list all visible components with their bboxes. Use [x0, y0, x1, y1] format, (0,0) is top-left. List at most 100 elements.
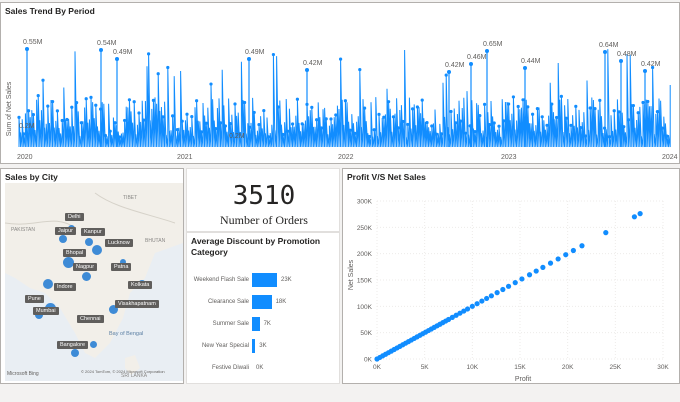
- trend-line: [18, 49, 671, 148]
- city-bubble-indore[interactable]: [43, 279, 53, 289]
- scatter-point[interactable]: [494, 290, 500, 296]
- scatter-point[interactable]: [474, 301, 480, 307]
- scatter-point[interactable]: [453, 312, 459, 318]
- discount-bar[interactable]: [252, 317, 260, 331]
- scatter-point[interactable]: [533, 268, 539, 274]
- sales-trend-panel[interactable]: Sales Trend By Period Sum of Net Sales 0…: [0, 2, 680, 164]
- city-label-lucknow: Lucknow: [105, 239, 133, 247]
- discount-value-label: 18K: [275, 299, 287, 305]
- city-bubble-kanpur[interactable]: [85, 238, 93, 246]
- scatter-point[interactable]: [540, 264, 546, 270]
- scatter-point[interactable]: [500, 286, 506, 293]
- trend-point: [473, 130, 477, 134]
- trend-point: [243, 100, 247, 105]
- scatter-point[interactable]: [457, 310, 463, 316]
- trend-point: [502, 119, 506, 123]
- trend-point: [319, 126, 323, 130]
- scatter-point[interactable]: [579, 243, 585, 249]
- trend-point: [156, 72, 160, 76]
- scatter-point[interactable]: [479, 298, 485, 304]
- city-bubble-chennai[interactable]: [90, 341, 97, 348]
- scatter-point[interactable]: [449, 314, 455, 320]
- scatter-point[interactable]: [526, 272, 533, 278]
- scatter-point[interactable]: [555, 256, 561, 262]
- scatter-point[interactable]: [519, 276, 525, 282]
- city-label-visakhapatnam: Visakhapatnam: [115, 300, 159, 308]
- scatter-point[interactable]: [631, 214, 637, 220]
- city-label-mumbai: Mumbai: [33, 307, 59, 315]
- scatter-point[interactable]: [563, 252, 569, 258]
- peak-label: 0.49M: [113, 49, 133, 56]
- sales-by-city-panel[interactable]: Sales by City TIBET PAKISTAN NEPAL BHUTA…: [0, 168, 184, 384]
- trend-point: [415, 105, 419, 109]
- year-label: 2024: [662, 154, 678, 161]
- trend-point: [219, 121, 223, 125]
- trend-peak-point: [25, 47, 29, 51]
- scatter-point[interactable]: [603, 230, 609, 236]
- scatter-point[interactable]: [464, 306, 471, 312]
- y-tick-label: 100K: [357, 304, 373, 311]
- peak-label: 0.42M: [303, 60, 323, 67]
- trend-point: [641, 100, 645, 105]
- trend-point: [487, 122, 491, 127]
- trend-point: [151, 98, 155, 103]
- year-label: 2020: [17, 154, 33, 161]
- profit-vs-sales-panel[interactable]: Profit V/S Net Sales Net Sales Profit 0K…: [342, 168, 680, 384]
- trend-point: [435, 132, 439, 136]
- scatter-point[interactable]: [488, 293, 494, 299]
- trend-point: [612, 109, 616, 113]
- discount-bar[interactable]: [252, 339, 256, 353]
- city-bubble-jaipur[interactable]: [59, 235, 67, 243]
- sales-trend-chart[interactable]: Sum of Net Sales 0.55M 0.54M 0.49M 0.49M…: [1, 17, 679, 163]
- map-canvas[interactable]: TIBET PAKISTAN NEPAL BHUTAN SRI LANKA Ba…: [5, 183, 183, 381]
- discount-panel[interactable]: Average Discount by Promotion Category W…: [186, 232, 340, 384]
- scatter-x-axis-label: Profit: [515, 376, 531, 383]
- city-bubble-visakhapatnam[interactable]: [109, 305, 118, 314]
- city-label-indore: Indore: [54, 283, 76, 291]
- city-bubble-nagpur[interactable]: [82, 272, 91, 281]
- scatter-point[interactable]: [484, 295, 490, 302]
- trend-peak-point: [247, 57, 251, 61]
- scatter-point[interactable]: [461, 308, 467, 314]
- trend-point: [411, 107, 415, 111]
- trend-point: [391, 115, 395, 119]
- trend-point: [276, 105, 280, 109]
- scatter-point[interactable]: [512, 280, 518, 286]
- trend-point: [545, 123, 549, 127]
- discount-category-label: Clearance Sale: [207, 299, 249, 305]
- discount-bar[interactable]: [252, 273, 277, 287]
- trend-point: [123, 118, 127, 123]
- scatter-point[interactable]: [469, 303, 475, 309]
- city-bubble-bangalore[interactable]: [71, 349, 79, 357]
- trend-point: [343, 99, 347, 103]
- y-tick-label: 200K: [357, 251, 373, 258]
- peak-label: 0.64M: [599, 42, 619, 49]
- scatter-point[interactable]: [637, 211, 643, 217]
- profit-vs-sales-chart[interactable]: Net Sales Profit 0K 50K 100K 150K 200K 250K 30…: [343, 183, 679, 384]
- trend-point: [199, 130, 203, 134]
- city-bubble-lucknow[interactable]: [92, 245, 102, 255]
- trend-point: [334, 113, 338, 117]
- trend-peak-point: [99, 48, 103, 52]
- region-label: PAKISTAN: [11, 227, 35, 233]
- x-tick-label: 5K: [421, 364, 430, 371]
- trend-point: [180, 119, 184, 123]
- city-bubble-patna[interactable]: [120, 259, 126, 265]
- discount-category-label: Weekend Flash Sale: [193, 277, 249, 283]
- discount-bar[interactable]: [252, 295, 272, 309]
- map-brand: Microsoft Bing: [7, 371, 39, 377]
- scatter-point[interactable]: [505, 283, 512, 289]
- trend-point: [622, 125, 626, 129]
- scatter-point[interactable]: [547, 260, 554, 266]
- city-bubble-bhopal[interactable]: [63, 257, 74, 268]
- scatter-point[interactable]: [570, 247, 576, 254]
- trend-peak-point: [485, 49, 489, 53]
- trend-point: [401, 119, 405, 124]
- city-bubble-mumbai[interactable]: [35, 311, 43, 319]
- scatter-point[interactable]: [445, 316, 452, 323]
- trend-point: [75, 100, 79, 105]
- trend-point: [569, 123, 573, 128]
- trend-point: [147, 52, 151, 56]
- trend-x-axis: 2020 2021 2022 2023 2024: [17, 154, 678, 161]
- peak-label: 0.48M: [617, 51, 637, 58]
